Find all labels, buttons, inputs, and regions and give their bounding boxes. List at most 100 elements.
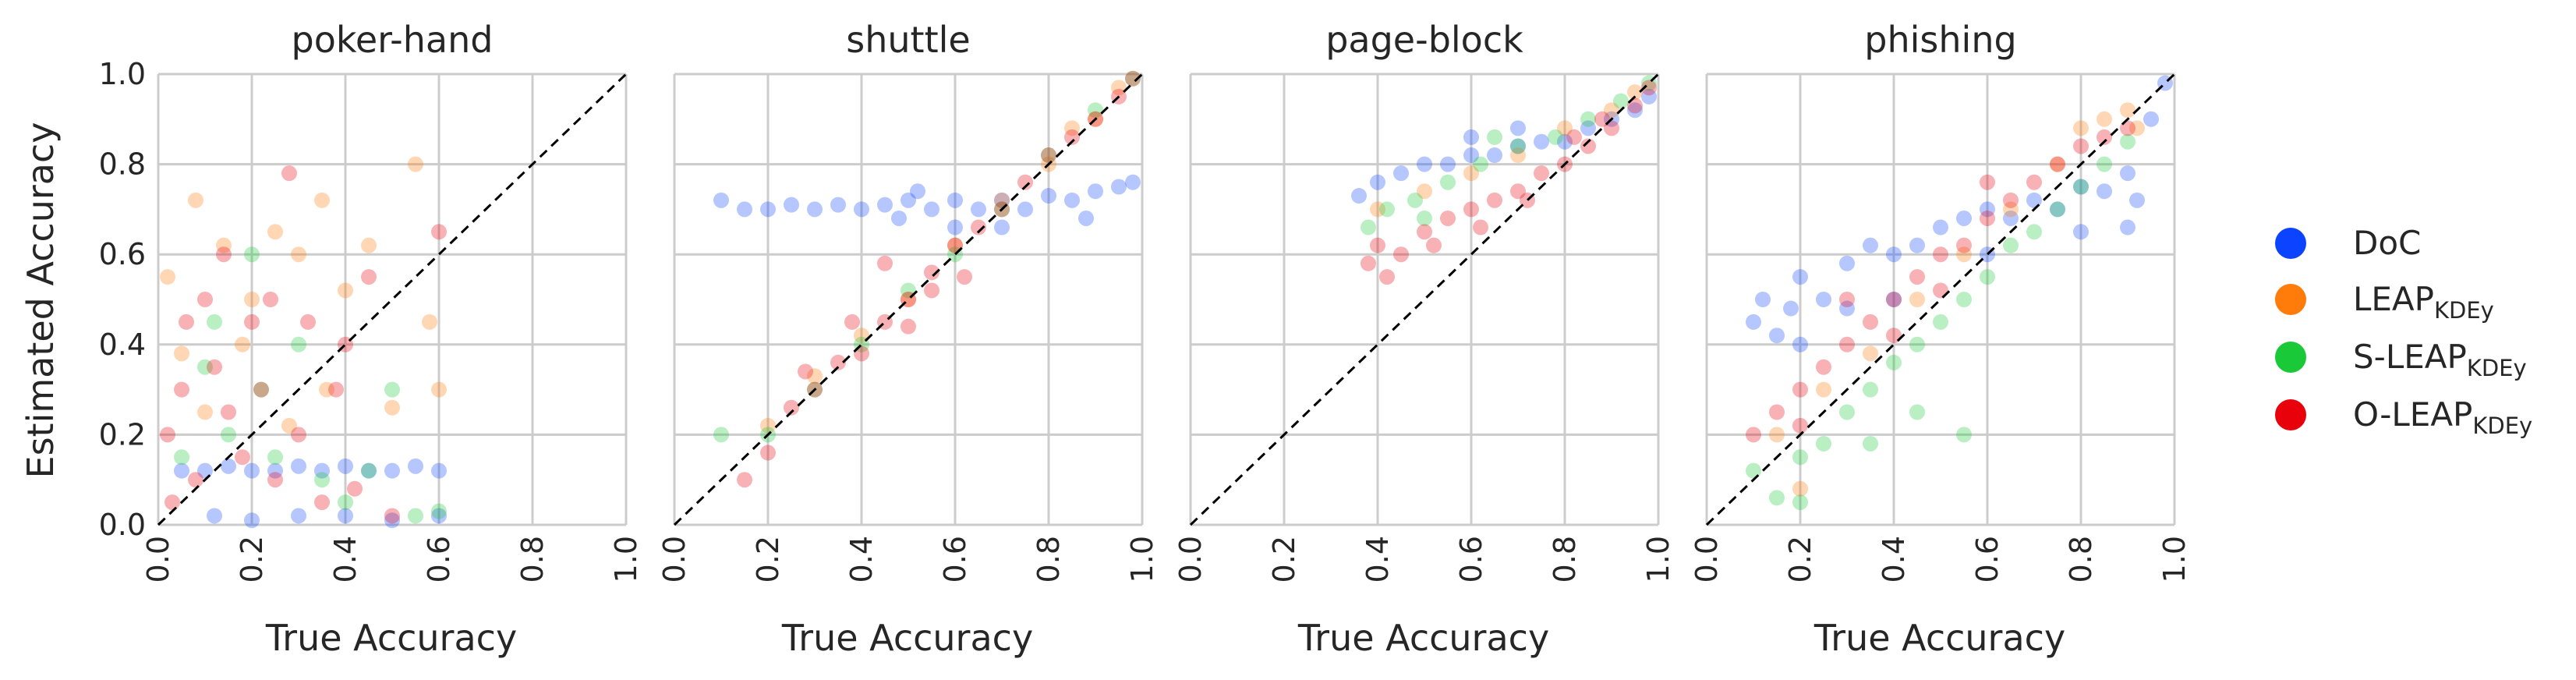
data-point — [1487, 129, 1502, 145]
data-point — [1863, 237, 1878, 253]
data-point — [2003, 237, 2019, 253]
panel-3: phishing 0.0 0.2 0.4 0.6 0.8 1.0 — [1690, 19, 2192, 583]
data-point — [1886, 354, 1902, 370]
data-point — [1487, 192, 1502, 208]
data-point — [431, 503, 447, 519]
data-point — [1627, 84, 1643, 101]
data-point — [384, 399, 400, 416]
series-LEAP_KDEy — [1370, 84, 1643, 218]
data-point — [314, 462, 330, 479]
data-point — [971, 201, 986, 218]
x-tick-label: 0.4 — [1877, 536, 1911, 583]
data-point — [1125, 70, 1141, 87]
x-tick-label: 0.2 — [1267, 536, 1301, 583]
diagonal-line — [1705, 73, 2176, 526]
x-tick-label: 0.8 — [2064, 536, 2098, 583]
legend-item-s-leap: S-LEAPKDEy — [2275, 338, 2527, 381]
panel-title: phishing — [1864, 19, 2016, 61]
legend-marker-s-leap — [2275, 342, 2306, 373]
data-point — [713, 427, 729, 443]
data-point — [281, 417, 297, 434]
data-point — [174, 449, 189, 466]
data-point — [1417, 156, 1432, 172]
data-point — [165, 494, 180, 511]
data-point — [244, 462, 260, 479]
data-point — [1933, 246, 1948, 263]
data-point — [1407, 192, 1423, 208]
data-point — [1886, 292, 1902, 307]
data-point — [1393, 246, 1409, 263]
data-point — [2143, 111, 2159, 127]
data-point — [1746, 427, 1761, 443]
data-point — [1566, 129, 1582, 145]
data-point — [2073, 138, 2089, 154]
data-point — [1933, 219, 1948, 236]
data-point — [338, 494, 353, 511]
data-point — [1755, 292, 1771, 307]
legend-sub-o-leap: KDEy — [2472, 413, 2532, 439]
data-point — [901, 192, 916, 208]
data-point — [267, 472, 283, 488]
data-point — [2026, 224, 2042, 240]
data-point — [1816, 435, 1831, 452]
data-point — [328, 381, 344, 398]
series-S-LEAP_KDEy — [174, 246, 447, 524]
x-tick-label: 0.2 — [751, 536, 785, 583]
data-point — [1078, 210, 1094, 226]
x-tick-label: 0.6 — [1970, 536, 2005, 583]
data-point — [291, 458, 306, 474]
x-tick-label: 1.0 — [609, 536, 643, 583]
data-point — [1361, 255, 1376, 271]
data-point — [798, 363, 813, 380]
panels-layer: poker-hand 0.0 0.2 0.4 0.6 0.8 1.0 0.0 0.2 0.4 0.6… — [99, 19, 2192, 583]
data-point — [1351, 188, 1367, 204]
data-point — [291, 336, 306, 352]
y-tick-label: 0.8 — [99, 147, 146, 182]
data-point — [1361, 219, 1376, 236]
data-point — [207, 313, 222, 330]
x-tick-label: 0.0 — [141, 536, 175, 583]
legend-marker-doc — [2275, 228, 2306, 259]
data-point — [384, 512, 400, 529]
data-point — [221, 404, 236, 420]
data-point — [338, 282, 353, 299]
legend: DoC LEAPKDEy S-LEAPKDEy O-LEAPKDEy — [2275, 224, 2532, 439]
svg-text:O-LEAPKDEy: O-LEAPKDEy — [2353, 395, 2532, 439]
series-O-LEAP_KDEy — [160, 165, 447, 524]
legend-label-o-leap: O-LEAP — [2353, 395, 2472, 434]
data-point — [216, 246, 232, 263]
data-point — [2120, 165, 2135, 182]
data-point — [760, 444, 776, 461]
data-point — [1783, 300, 1799, 317]
data-point — [1426, 237, 1442, 253]
data-point — [830, 197, 846, 213]
y-tick-label: 0.2 — [99, 417, 146, 452]
data-point — [1627, 102, 1643, 119]
data-point — [1463, 201, 1479, 218]
data-point — [1041, 147, 1056, 164]
data-point — [221, 427, 236, 443]
data-point — [174, 462, 189, 479]
series-DoC — [713, 174, 1141, 236]
data-point — [431, 224, 447, 240]
data-point — [1370, 201, 1385, 218]
data-point — [267, 449, 283, 466]
x-axis-label-0: True Accuracy — [265, 617, 517, 659]
data-point — [1041, 147, 1056, 164]
data-point — [2097, 129, 2112, 145]
series-S-LEAP_KDEy — [1361, 75, 1657, 236]
data-point — [207, 359, 222, 375]
data-point — [1839, 300, 1855, 317]
data-point — [1594, 111, 1610, 127]
data-point — [1980, 174, 1995, 190]
x-axis-label-1: True Accuracy — [781, 617, 1033, 659]
data-point — [1956, 210, 1972, 226]
data-point — [1863, 435, 1878, 452]
data-point — [1064, 120, 1080, 136]
data-point — [300, 313, 316, 330]
data-point — [1557, 133, 1573, 150]
svg-text:LEAPKDEy: LEAPKDEy — [2353, 280, 2494, 324]
data-point — [1769, 404, 1785, 420]
data-point — [2050, 201, 2065, 218]
data-point — [197, 404, 213, 420]
